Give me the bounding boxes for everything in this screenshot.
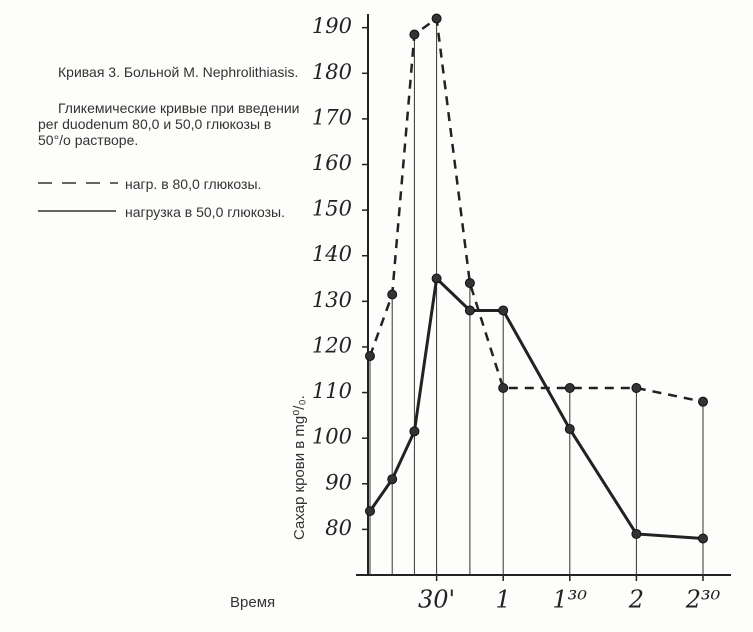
data-point [409, 426, 420, 437]
data-point [387, 474, 398, 485]
chart-title: Кривая 3. Больной М. Nephrolithiasis. [58, 64, 299, 80]
x-tick-label: 1 [496, 586, 511, 614]
data-point [498, 305, 509, 316]
series-line [368, 275, 704, 541]
data-point [631, 383, 642, 393]
y-tick-label: 160 [312, 151, 352, 175]
y-tick-label: 100 [312, 425, 352, 449]
legend-label: нагр. в 80,0 глюкозы. [125, 176, 262, 192]
data-point [564, 424, 575, 435]
data-point [464, 278, 475, 289]
y-tick-label: 80 [325, 516, 352, 540]
y-tick-label: 150 [312, 197, 352, 221]
y-tick-label: 190 [312, 14, 352, 38]
x-axis-label: Время [230, 594, 275, 611]
y-tick-label: 110 [312, 379, 352, 403]
data-point [365, 351, 375, 362]
y-tick-label: 170 [312, 105, 352, 129]
y-tick-label: 140 [312, 242, 352, 266]
series-line [368, 16, 704, 403]
data-point [387, 289, 398, 300]
data-point [698, 533, 708, 544]
x-tick-label: 30' [418, 586, 455, 614]
x-tick-label: 2 [628, 586, 644, 614]
data-point [631, 528, 642, 539]
x-tick-label: 1³⁰ [553, 586, 588, 614]
y-tick-label: 180 [312, 60, 352, 84]
data-point [431, 273, 442, 284]
data-point [409, 29, 420, 40]
x-tick-label: 2³⁰ [685, 586, 721, 614]
data-point [431, 13, 442, 24]
data-point [498, 383, 509, 393]
y-tick-label: 130 [312, 288, 352, 312]
y-axis-label: Сахар крови в mg⁰/₀. [291, 395, 308, 540]
y-tick-label: 90 [325, 470, 352, 494]
y-tick-label: 120 [312, 333, 352, 357]
legend-label: нагрузка в 50,0 глюкозы. [125, 204, 285, 220]
data-point [464, 305, 475, 316]
data-point [698, 396, 708, 407]
data-point [365, 506, 375, 517]
chart-subtitle: Гликемические кривые при введении per du… [38, 100, 300, 148]
data-point [564, 383, 575, 393]
